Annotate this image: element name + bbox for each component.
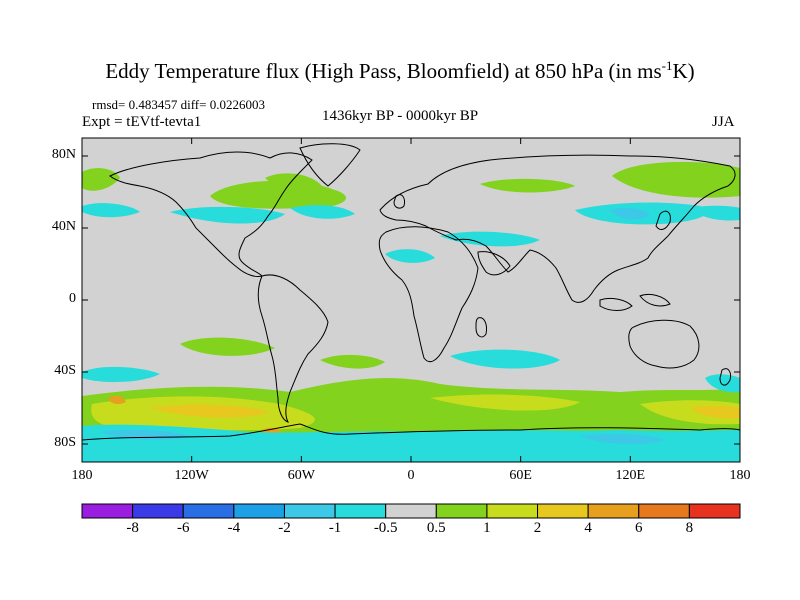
colorbar-box [283, 503, 336, 519]
experiment-label: Expt = tEVtf-tevta1 [82, 114, 202, 130]
flux-patch [150, 404, 270, 418]
lon-label: 180 [729, 468, 751, 483]
coast-arabia [477, 251, 511, 276]
colorbar-box [587, 503, 640, 519]
lon-label: 0 [407, 468, 415, 483]
coast-africa [378, 226, 479, 363]
colorbar-label: -0.5 [373, 520, 398, 536]
colorbar-label: -2 [278, 520, 291, 536]
coastlines [81, 143, 741, 441]
colorbar-box [132, 503, 184, 519]
colorbar-box [638, 503, 690, 519]
lat-label: 0 [69, 291, 76, 306]
colorbar-label: 1 [483, 520, 491, 536]
flux-patch [82, 203, 140, 218]
lon-label: 120W [174, 468, 209, 483]
colorbar-box [486, 503, 539, 519]
flux-patch [82, 168, 120, 191]
period-label: 1436kyr BP - 0000kyr BP [322, 108, 479, 124]
lat-label: 40N [51, 219, 76, 234]
flux-patch [170, 206, 285, 224]
colorbar-label: 2 [533, 520, 542, 536]
flux-patch [320, 354, 385, 369]
season-label: JJA [712, 114, 735, 130]
flux-patch [690, 205, 740, 221]
colorbar-box [385, 503, 437, 519]
lat-label: 80N [51, 147, 76, 162]
lon-label: 120E [615, 468, 646, 483]
coast-antarctica [81, 423, 741, 441]
colorbar-label: -8 [126, 520, 139, 536]
flux-patch [580, 433, 665, 445]
coast-eurasia [379, 154, 736, 303]
colorbar-box [688, 503, 741, 519]
colorbar [81, 503, 741, 519]
coast-greenland [299, 143, 361, 187]
coast-new-zealand [719, 368, 731, 386]
coast-new-guinea [639, 293, 671, 307]
lon-label: 60E [509, 468, 532, 483]
flux-patch [450, 349, 560, 369]
colorbar-label: 4 [584, 520, 592, 536]
flux-patch [440, 231, 540, 247]
coast-madagascar [475, 317, 487, 338]
coast-indonesia [599, 297, 633, 311]
flux-patch [610, 208, 650, 220]
flux-patch [180, 337, 275, 356]
lon-label: 60W [287, 468, 315, 483]
flux-patch [705, 374, 740, 393]
axis-ticks [81, 138, 741, 462]
colorbar-box [182, 503, 235, 519]
flux-patch [612, 161, 740, 198]
flux-patch [480, 178, 575, 193]
flux-patch [265, 173, 322, 192]
coast-australia [628, 319, 700, 369]
flux-patch [430, 394, 580, 411]
lat-label: 80S [54, 435, 76, 450]
coast-south-america [257, 274, 329, 423]
colorbar-label: 6 [635, 520, 643, 536]
chart-title: Eddy Temperature flux (High Pass, Bloomf… [105, 58, 695, 83]
lon-label: 180 [71, 468, 93, 483]
flux-patch [82, 366, 160, 383]
colorbar-box [233, 503, 285, 519]
colorbar-box [537, 503, 589, 519]
colorbar-label: 0.5 [426, 520, 446, 536]
flux-patch [290, 205, 355, 219]
lat-label: 40S [54, 363, 76, 378]
flux-patch [385, 249, 435, 263]
colorbar-label: -1 [328, 520, 342, 536]
stats-text: rmsd= 0.483457 diff= 0.0226003 [92, 97, 265, 112]
colorbar-label: -6 [176, 520, 190, 536]
colorbar-label: 8 [685, 520, 694, 536]
colorbar-box [334, 503, 387, 519]
coast-north-america [109, 151, 313, 277]
coast-british-isles [393, 194, 405, 209]
colorbar-label: -4 [227, 520, 241, 536]
flux-patch [690, 405, 740, 419]
coast-japan [655, 210, 671, 230]
flux-patch [108, 395, 126, 405]
colorbar-box [435, 503, 488, 519]
colorbar-box [81, 503, 134, 519]
